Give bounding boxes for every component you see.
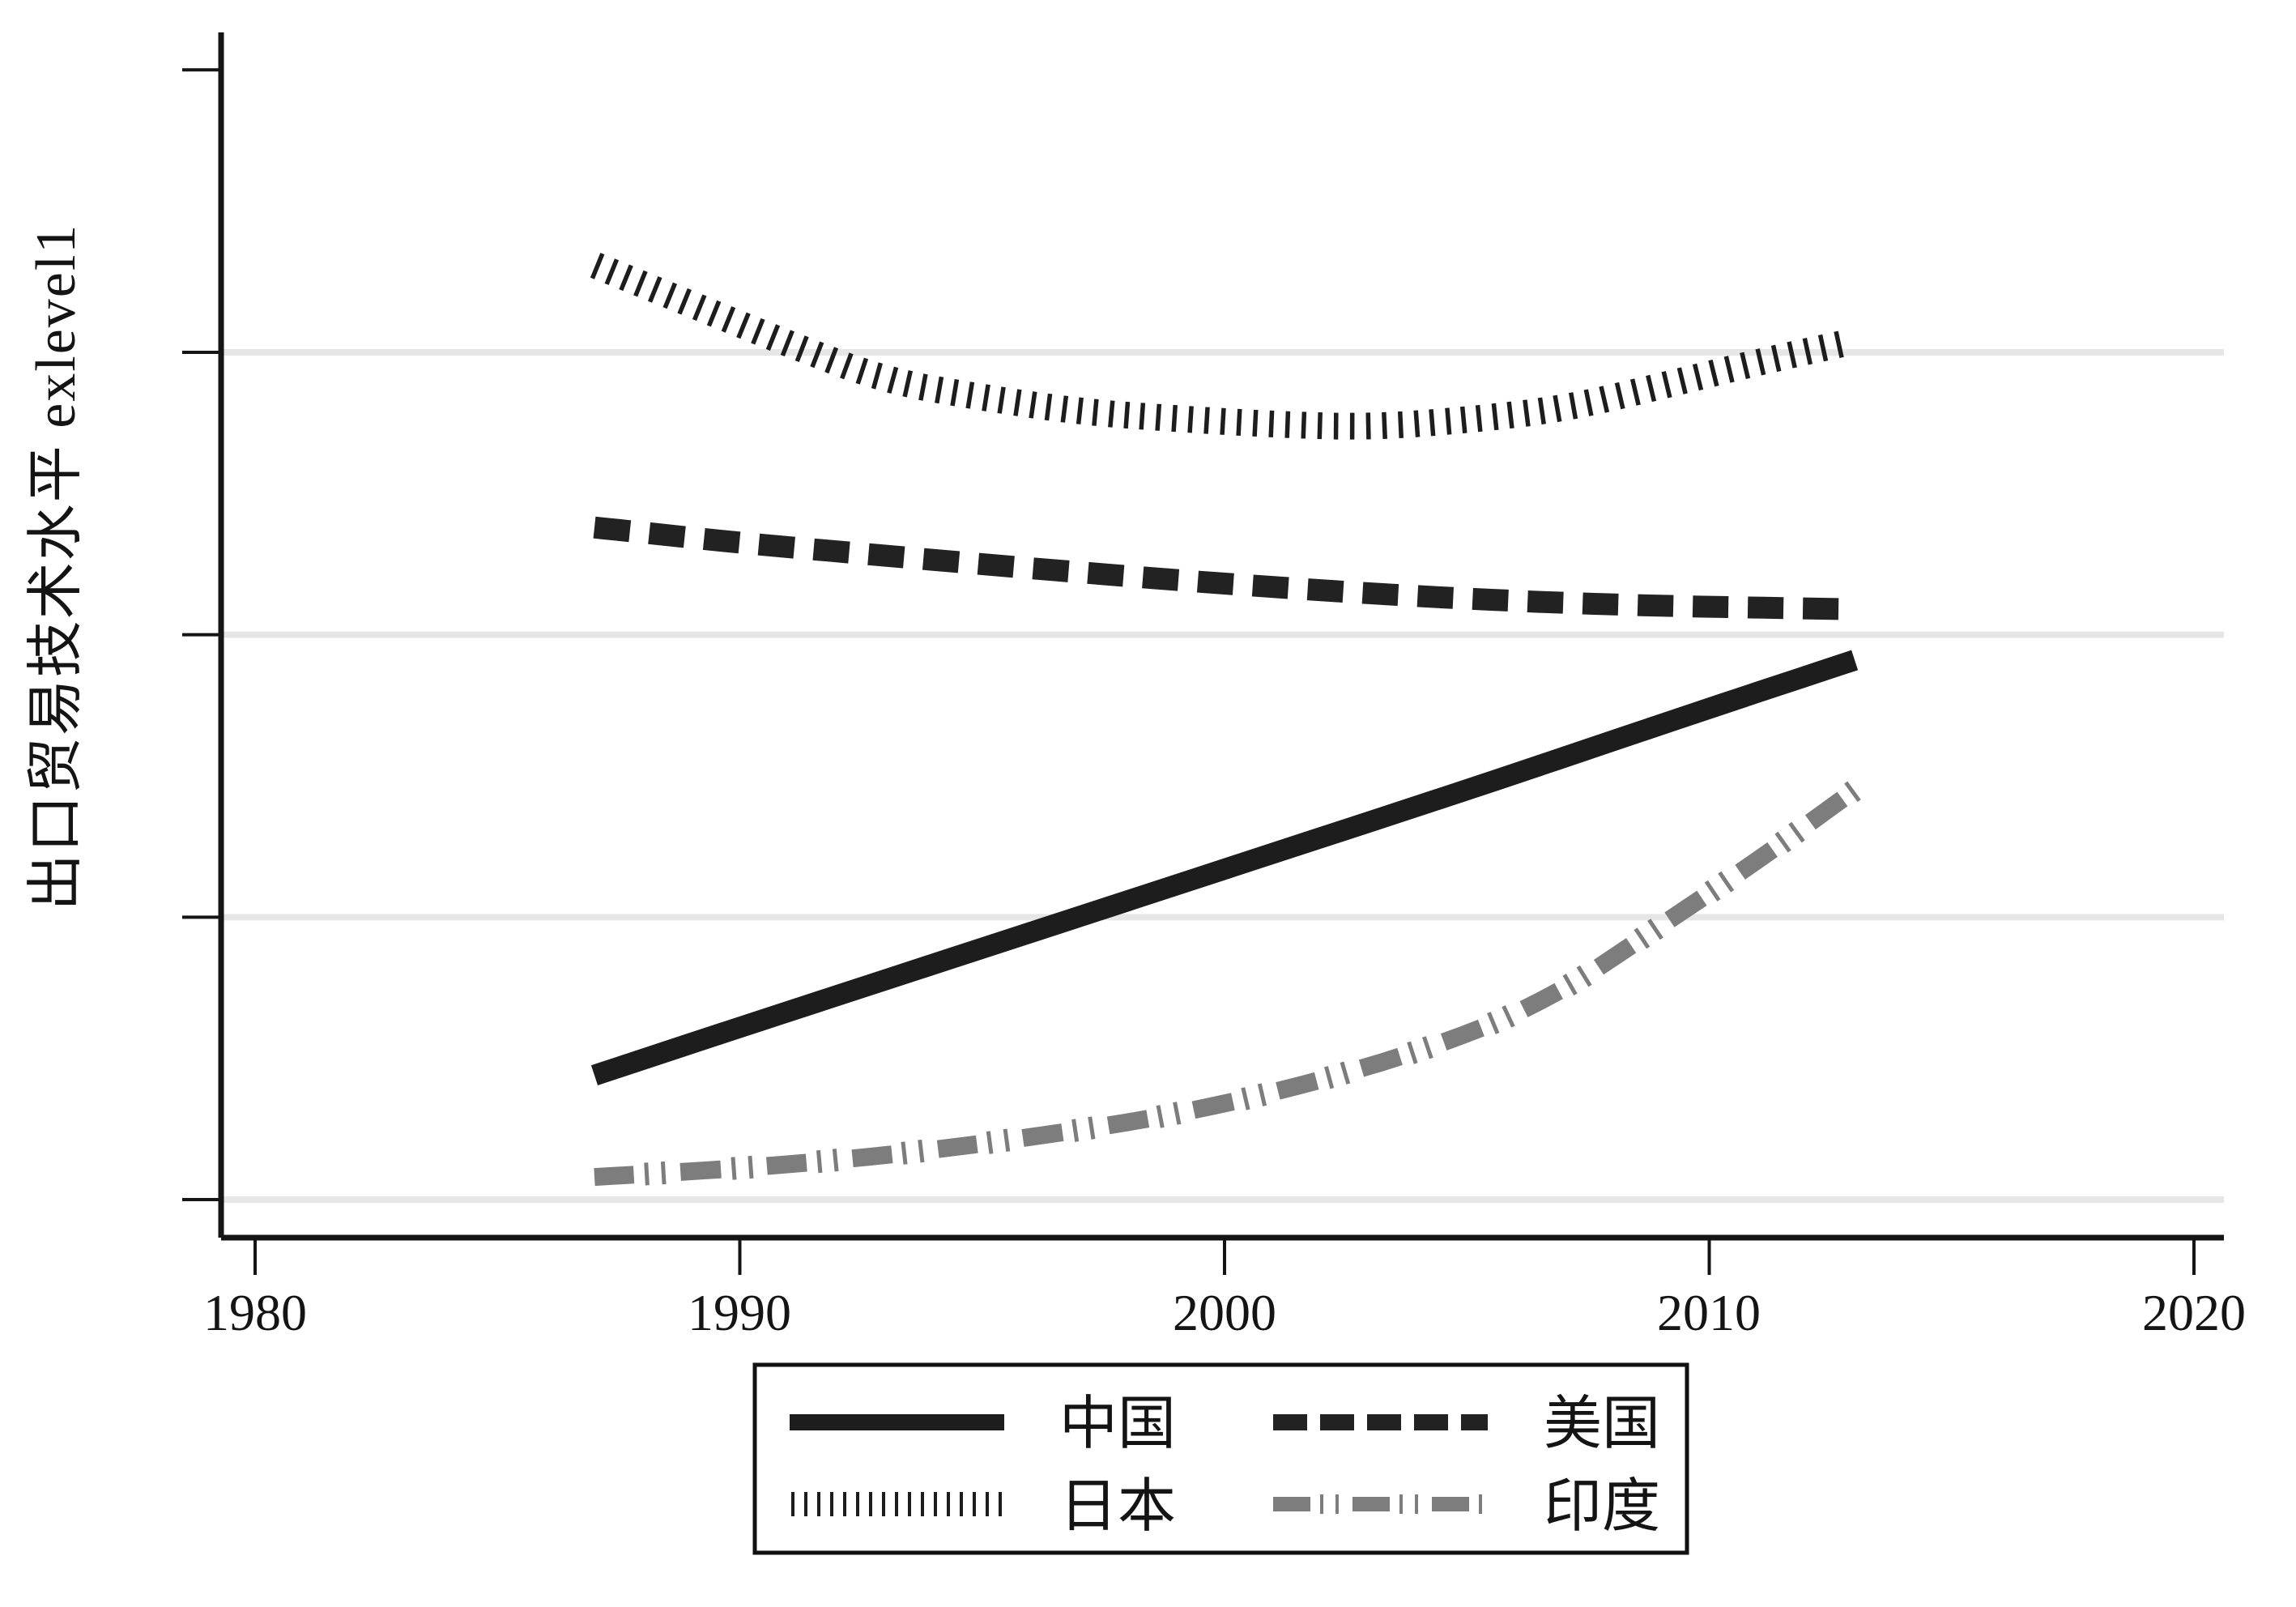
legend-swatch-japan <box>791 1492 1002 1516</box>
x-tick-label-2020: 2020 <box>2142 1284 2246 1341</box>
x-tick-label-2000: 2000 <box>1173 1284 1276 1341</box>
x-tick-label-2010: 2010 <box>1657 1284 1761 1341</box>
legend-swatch-india <box>1273 1494 1482 1514</box>
axis-labels: 出口贸易技术水平 exlevel1 1980 1990 2000 2010 20… <box>25 224 2246 1341</box>
series-line-japan <box>590 253 1844 440</box>
legend-swatches <box>790 1414 1488 1516</box>
axes <box>182 32 2224 1275</box>
legend-label-usa: 美国 <box>1544 1392 1660 1456</box>
series-line-india <box>594 781 1861 1187</box>
legend: 中国 美国 日本 印度 <box>752 1362 1689 1555</box>
gridlines <box>221 348 2224 1203</box>
series-line-china <box>590 650 1859 1085</box>
legend-label-china: 中国 <box>1059 1392 1176 1456</box>
legend-label-japan: 日本 <box>1059 1474 1176 1539</box>
y-axis-title: 出口贸易技术水平 exlevel1 <box>25 224 87 911</box>
legend-label-india: 印度 <box>1544 1474 1660 1539</box>
series-line-usa <box>593 516 1855 620</box>
legend-box <box>752 1362 1689 1555</box>
x-tick-label-1980: 1980 <box>203 1284 307 1341</box>
data-series <box>590 253 1861 1187</box>
x-tick-label-1990: 1990 <box>688 1284 791 1341</box>
